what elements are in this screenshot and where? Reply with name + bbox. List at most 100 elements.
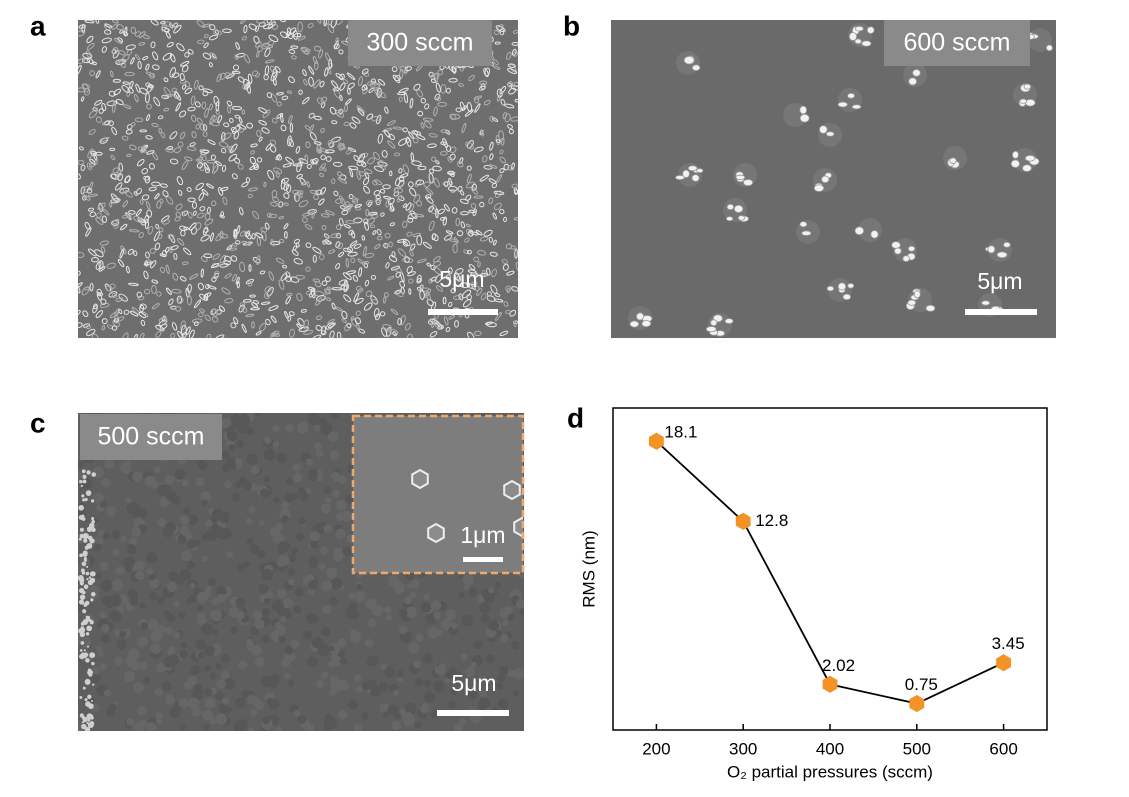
particle — [278, 201, 284, 208]
edge-grain — [84, 698, 88, 702]
particle — [383, 195, 392, 200]
particle — [211, 115, 218, 121]
particle — [373, 189, 381, 196]
particle — [338, 279, 348, 286]
particle — [511, 41, 518, 46]
particle — [258, 107, 268, 114]
particle — [169, 158, 179, 165]
edge-grain — [82, 609, 87, 614]
particle — [375, 194, 381, 200]
particle — [489, 251, 498, 257]
particle — [338, 217, 344, 227]
particle — [377, 91, 387, 99]
particle — [408, 288, 412, 295]
particle — [228, 145, 234, 154]
particle — [365, 208, 370, 217]
particle — [169, 53, 176, 63]
particle — [341, 310, 348, 320]
grain — [254, 656, 265, 667]
x-tick-label: 200 — [642, 739, 670, 758]
particle — [503, 163, 510, 171]
grain — [296, 421, 309, 434]
particle — [321, 224, 327, 231]
particle — [307, 23, 314, 29]
particle — [84, 221, 91, 230]
particle — [507, 63, 516, 68]
particle — [398, 175, 405, 183]
particle — [447, 185, 458, 192]
particle — [372, 230, 377, 236]
grain — [169, 707, 181, 719]
particle — [293, 258, 303, 265]
particle — [240, 20, 247, 24]
particle — [505, 51, 512, 60]
particle — [242, 78, 250, 88]
particle — [337, 144, 345, 150]
particle — [431, 233, 436, 241]
edge-grain — [91, 472, 97, 477]
grain — [288, 578, 295, 586]
particle — [82, 323, 91, 328]
particle — [253, 299, 260, 305]
particle — [394, 187, 404, 194]
particle — [348, 165, 359, 171]
grain — [398, 608, 408, 618]
particle — [402, 164, 410, 174]
particle — [384, 232, 391, 239]
particle — [501, 258, 508, 264]
particle — [103, 29, 112, 35]
grain — [331, 489, 340, 498]
label-box — [884, 20, 1030, 66]
particle — [509, 309, 517, 317]
grain — [129, 597, 139, 606]
grain — [340, 510, 352, 522]
particle — [171, 72, 180, 78]
grain — [323, 524, 333, 533]
particle — [455, 107, 462, 113]
particle — [234, 229, 238, 240]
particle — [78, 173, 82, 180]
particle — [142, 56, 149, 61]
particle — [83, 185, 90, 194]
edge-grain — [82, 498, 86, 502]
particle — [199, 149, 210, 154]
particle — [218, 186, 224, 196]
grain — [272, 441, 280, 448]
particle — [149, 248, 156, 254]
particle — [255, 72, 261, 78]
particle — [265, 318, 271, 326]
particle — [80, 96, 85, 102]
particle — [248, 187, 258, 192]
edge-grain — [91, 527, 96, 533]
particle — [234, 114, 241, 119]
particle — [335, 263, 341, 270]
particle — [407, 217, 414, 223]
panel-letter: c — [30, 407, 46, 438]
particle — [210, 263, 220, 269]
particle — [925, 304, 936, 312]
particle — [445, 145, 452, 152]
particle — [483, 229, 493, 237]
particle — [114, 37, 123, 45]
edge-grain — [78, 599, 85, 605]
grain — [445, 670, 454, 679]
particle — [495, 25, 506, 33]
particle — [742, 179, 754, 187]
particle — [219, 214, 225, 219]
particle — [261, 230, 267, 242]
particle — [505, 243, 513, 250]
particle — [150, 20, 159, 26]
particle — [435, 208, 439, 219]
particle — [474, 285, 480, 291]
grain — [166, 490, 177, 502]
particle — [199, 123, 205, 131]
edge-grain — [81, 632, 85, 636]
particle — [358, 153, 366, 163]
particle — [262, 109, 271, 119]
particle — [327, 322, 336, 329]
particle — [118, 293, 128, 302]
particle — [339, 95, 343, 101]
edge-grain — [85, 632, 90, 636]
particle — [164, 246, 170, 253]
edge-grain — [81, 590, 86, 595]
